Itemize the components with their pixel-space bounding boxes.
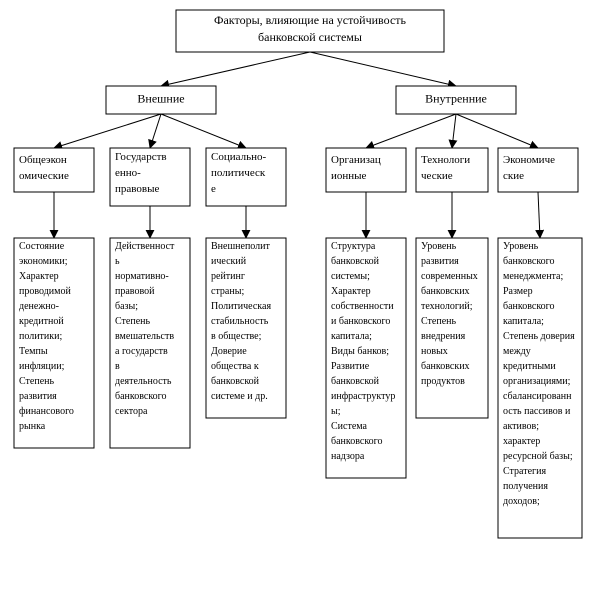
node-ext: Внешние: [106, 86, 216, 114]
node-c3: Социально-политическе: [206, 148, 286, 206]
edge-int-c4: [366, 114, 456, 148]
edge-c6-d6: [538, 192, 540, 238]
edge-ext-c3: [161, 114, 246, 148]
node-c1: Общеэкономические: [14, 148, 94, 192]
node-c5: Технологические: [416, 148, 488, 192]
node-d2: Действенностьнормативно-правовойбазы;Сте…: [110, 238, 190, 448]
edge-ext-c1: [54, 114, 161, 148]
nodes-layer: Факторы, влияющие на устойчивостьбанковс…: [14, 10, 582, 538]
edge-int-c6: [456, 114, 538, 148]
edge-int-c5: [452, 114, 456, 148]
node-root: Факторы, влияющие на устойчивостьбанковс…: [176, 10, 444, 52]
node-c6: Экономические: [498, 148, 578, 192]
node-int: Внутренние: [396, 86, 516, 114]
edge-root-int: [310, 52, 456, 86]
node-d3: Внешнеполитическийрейтингстраны;Политиче…: [206, 238, 286, 418]
node-c4: Организационные: [326, 148, 406, 192]
node-d1: Состояниеэкономики;Характерпроводимойден…: [14, 238, 94, 448]
node-c2: Государственно-правовые: [110, 148, 190, 206]
edges-layer: [54, 52, 540, 238]
node-int-text: Внутренние: [425, 91, 487, 105]
node-ext-text: Внешние: [137, 91, 184, 105]
edge-root-ext: [161, 52, 310, 86]
diagram-canvas: Факторы, влияющие на устойчивостьбанковс…: [0, 0, 592, 604]
node-d4: Структурабанковскойсистемы;Характерсобст…: [326, 238, 406, 478]
edge-ext-c2: [150, 114, 161, 148]
node-d6: Уровеньбанковскогоменеджмента;Размербанк…: [498, 238, 582, 538]
node-d5: Уровеньразвитиясовременныхбанковскихтехн…: [416, 238, 488, 418]
